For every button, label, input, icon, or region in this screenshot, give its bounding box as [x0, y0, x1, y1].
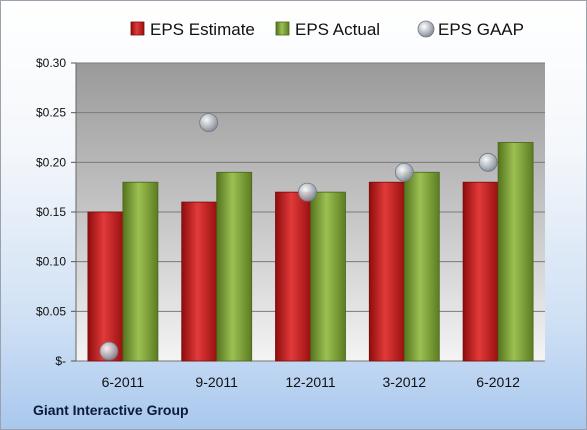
- company-name: Giant Interactive Group: [33, 402, 189, 418]
- y-tick-label: $0.15: [36, 205, 66, 219]
- bar-eps-actual: [216, 171, 253, 362]
- bar-eps-estimate: [368, 181, 405, 362]
- legend-swatch-eps-gaap: [417, 20, 435, 38]
- marker-eps-gaap: [298, 182, 317, 202]
- x-axis-ticks: 6-2011 9-2011 12-2011 3-2012 6-2012: [102, 374, 520, 390]
- legend: EPS Estimate EPS Actual EPS GAAP: [130, 20, 524, 39]
- legend-swatch-eps-actual: [275, 21, 290, 36]
- y-tick-label: $0.10: [36, 255, 66, 269]
- y-axis-ticks: $- $0.05 $0.10 $0.15 $0.20 $0.25 $0.30: [36, 56, 66, 368]
- bar-eps-estimate: [87, 211, 124, 362]
- y-tick-label: $0.25: [36, 106, 66, 120]
- bar-marks: [87, 142, 534, 362]
- bar-eps-actual: [403, 171, 440, 362]
- x-tick-label: 3-2012: [383, 374, 427, 390]
- bar-eps-actual: [122, 181, 159, 362]
- bar-eps-actual: [310, 191, 346, 362]
- y-tick-label: $0.30: [36, 56, 66, 70]
- legend-label: EPS GAAP: [438, 20, 524, 39]
- marker-eps-gaap: [99, 341, 119, 361]
- y-tick-label: $-: [55, 354, 66, 368]
- y-tick-label: $0.05: [36, 304, 66, 318]
- x-tick-label: 6-2012: [476, 374, 520, 390]
- x-tick-label: 6-2011: [102, 374, 145, 390]
- x-tick-label: 9-2011: [195, 374, 238, 390]
- marker-eps-gaap: [478, 152, 498, 172]
- eps-chart: $- $0.05 $0.10 $0.15 $0.20 $0.25 $0.30 6-2011 9…: [36, 20, 545, 390]
- gaap-markers: [99, 113, 498, 361]
- marker-eps-gaap: [394, 162, 414, 182]
- bar-eps-estimate: [462, 181, 499, 362]
- legend-label: EPS Estimate: [150, 20, 255, 39]
- bar-eps-actual: [497, 142, 534, 362]
- legend-swatch-eps-estimate: [130, 21, 145, 36]
- x-tick-label: 12-2011: [285, 374, 336, 390]
- bar-eps-estimate: [181, 201, 218, 362]
- marker-eps-gaap: [199, 113, 219, 132]
- bar-eps-estimate: [275, 191, 311, 362]
- legend-label: EPS Actual: [295, 20, 380, 39]
- y-tick-label: $0.20: [36, 155, 66, 169]
